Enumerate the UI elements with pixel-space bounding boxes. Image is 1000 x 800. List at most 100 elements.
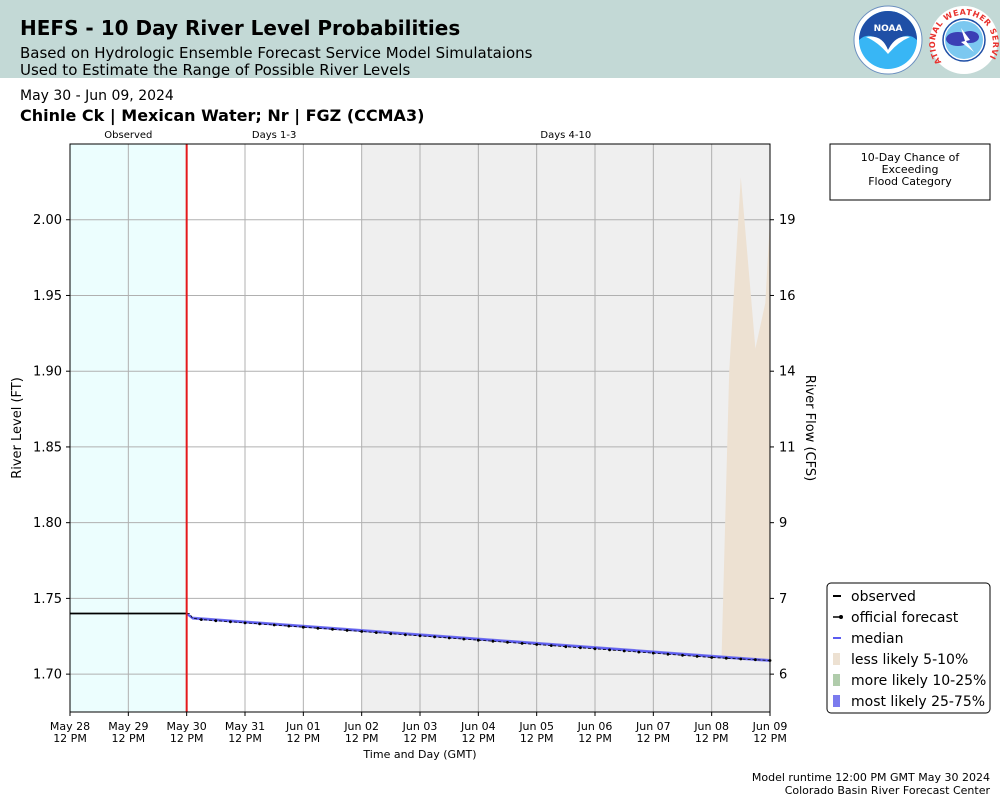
y2-tick-label: 16 xyxy=(779,289,796,304)
median-line xyxy=(186,612,771,662)
forecast-point xyxy=(666,652,670,656)
forecast-point xyxy=(345,629,349,632)
x-axis-title: Time and Day (GMT) xyxy=(362,748,476,761)
forecast-point xyxy=(433,635,436,639)
forecast-point xyxy=(316,626,320,630)
subtitle-line-2: Used to Estimate the Range of Possible R… xyxy=(20,61,411,79)
forecast-center-text: Colorado Basin River Forecast Center xyxy=(784,784,990,797)
legend-less_likely-swatch xyxy=(833,653,840,665)
y-tick-label: 1.80 xyxy=(33,516,62,531)
forecast-point xyxy=(389,632,393,636)
x-tick-label-date: Jun 02 xyxy=(343,720,379,733)
forecast-point xyxy=(229,620,232,624)
forecast-point xyxy=(506,640,509,644)
subtitle-line-1: Based on Hydrologic Ensemble Forecast Se… xyxy=(20,44,533,62)
forecast-point xyxy=(739,657,743,661)
x-tick-label-time: 12 PM xyxy=(345,732,379,745)
x-tick-label-time: 12 PM xyxy=(287,732,321,745)
x-tick-label-time: 12 PM xyxy=(112,732,146,745)
forecast-point xyxy=(418,634,422,638)
forecast-point xyxy=(404,633,407,637)
region-label: Observed xyxy=(104,130,152,141)
y2-axis-title: River Flow (CFS) xyxy=(802,375,817,481)
forecast-point xyxy=(579,646,582,650)
legend-most_likely-swatch xyxy=(833,695,840,707)
x-tick-label-time: 12 PM xyxy=(403,732,437,745)
flood-panel-title: Flood Category xyxy=(868,175,952,188)
station-name: Chinle Ck | Mexican Water; Nr | FGZ (CCM… xyxy=(20,106,425,125)
x-tick-label-time: 12 PM xyxy=(228,732,262,745)
forecast-point xyxy=(608,648,611,652)
official-forecast-line xyxy=(186,613,771,661)
forecast-point xyxy=(243,621,247,625)
forecast-point xyxy=(331,627,334,631)
legend-more_likely-swatch xyxy=(833,674,840,686)
x-tick-label-date: Jun 04 xyxy=(460,720,496,733)
y-tick-label: 1.70 xyxy=(33,668,62,683)
x-tick-label-date: Jun 06 xyxy=(577,720,613,733)
region-label: Days 4-10 xyxy=(540,130,591,141)
forecast-point xyxy=(724,656,728,660)
x-tick-label-time: 12 PM xyxy=(170,732,204,745)
legend-label: more likely 10-25% xyxy=(851,673,986,689)
less-likely-band xyxy=(721,177,770,661)
forecast-point xyxy=(360,630,364,633)
flood-category-panel xyxy=(829,143,991,201)
region-days4_10-shade xyxy=(361,144,770,712)
forecast-point xyxy=(564,645,568,649)
x-tick-label-time: 12 PM xyxy=(695,732,729,745)
noaa-logo-text: NOAA xyxy=(874,24,903,34)
forecast-point xyxy=(301,625,305,629)
legend-label: most likely 25-75% xyxy=(851,694,985,710)
y-tick-label: 2.00 xyxy=(33,213,62,228)
x-tick-label-date: Jun 03 xyxy=(402,720,438,733)
forecast-point xyxy=(462,637,466,641)
x-tick-label-date: Jun 05 xyxy=(518,720,554,733)
forecast-point xyxy=(447,636,451,640)
x-tick-label-time: 12 PM xyxy=(753,732,787,745)
header-banner: HEFS - 10 Day River Level Probabilities … xyxy=(0,0,1000,79)
forecast-point xyxy=(637,650,641,654)
region-label: Days 1-3 xyxy=(252,130,296,141)
x-tick-label-date: Jun 09 xyxy=(752,720,788,733)
x-tick-label-time: 12 PM xyxy=(462,732,496,745)
y-tick-label: 1.85 xyxy=(33,440,62,455)
legend-label: observed xyxy=(851,589,916,605)
legend-forecast-marker xyxy=(839,615,843,619)
flood-panel-title: 10-Day Chance of xyxy=(861,151,961,164)
forecast-point xyxy=(695,655,699,658)
forecast-point xyxy=(622,649,626,653)
forecast-point xyxy=(491,639,495,643)
noaa-logo: NOAA xyxy=(853,5,923,75)
forecast-point xyxy=(681,653,684,657)
y2-tick-label: 14 xyxy=(779,365,796,380)
legend-label: median xyxy=(851,631,903,647)
forecast-point xyxy=(258,622,261,626)
legend-label: less likely 5-10% xyxy=(851,652,968,668)
forecast-point xyxy=(651,651,655,655)
forecast-point xyxy=(520,642,524,645)
forecast-point xyxy=(214,619,218,623)
forecast-point xyxy=(535,643,539,646)
x-tick-label-time: 12 PM xyxy=(520,732,554,745)
x-tick-label-date: May 29 xyxy=(108,720,148,733)
forecast-point xyxy=(199,618,203,621)
y2-tick-label: 11 xyxy=(779,440,796,455)
forecast-point xyxy=(272,623,276,627)
forecast-point xyxy=(374,631,378,634)
date-range: May 30 - Jun 09, 2024 xyxy=(20,88,174,104)
page-title: HEFS - 10 Day River Level Probabilities xyxy=(20,16,461,40)
x-tick-label-time: 12 PM xyxy=(53,732,87,745)
x-tick-label-date: Jun 01 xyxy=(285,720,321,733)
x-tick-label-date: May 30 xyxy=(167,720,207,733)
y-axis-title: River Level (FT) xyxy=(10,377,25,479)
x-tick-label-date: Jun 07 xyxy=(635,720,671,733)
x-tick-label-date: May 28 xyxy=(50,720,90,733)
nws-logo: NATIONAL WEATHER SERVICE xyxy=(928,4,1000,74)
model-runtime-text: Model runtime 12:00 PM GMT May 30 2024 xyxy=(751,771,990,784)
y-tick-label: 1.90 xyxy=(33,365,62,380)
x-tick-label-date: May 31 xyxy=(225,720,265,733)
y-tick-label: 1.75 xyxy=(33,592,62,607)
forecast-point xyxy=(710,656,714,659)
